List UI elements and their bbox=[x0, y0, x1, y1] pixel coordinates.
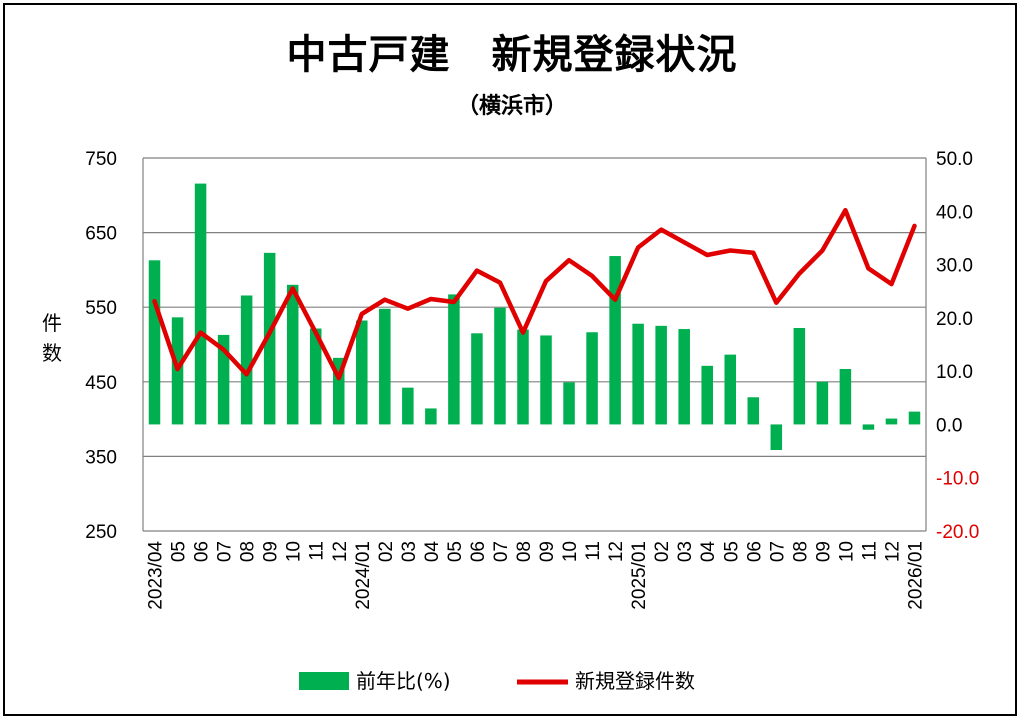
right-tick-label: 0.0 bbox=[936, 415, 962, 436]
x-tick-label: 09 bbox=[537, 541, 558, 562]
x-axis-ticks: 2023/04 05 06 07 08 09 10 11 12 2024/01 02 03 04 05 06… bbox=[146, 541, 927, 610]
x-tick-label: 05 bbox=[169, 541, 190, 562]
x-tick-label: 03 bbox=[399, 541, 420, 562]
x-tick-label: 06 bbox=[744, 541, 765, 562]
bar bbox=[194, 183, 207, 425]
bar bbox=[148, 260, 161, 425]
bar bbox=[747, 397, 760, 425]
right-tick-label: 20.0 bbox=[936, 309, 973, 330]
x-tick-label: 11 bbox=[859, 541, 880, 561]
bar bbox=[816, 381, 829, 425]
left-tick-label: 250 bbox=[85, 522, 117, 543]
bar bbox=[332, 357, 345, 425]
right-tick-label: 30.0 bbox=[936, 256, 973, 277]
x-tick-label: 08 bbox=[790, 541, 811, 562]
bar bbox=[286, 284, 299, 425]
x-tick-label: 10 bbox=[284, 541, 305, 562]
bar bbox=[309, 328, 322, 425]
bar bbox=[793, 327, 806, 425]
x-tick-label: 09 bbox=[813, 541, 834, 562]
x-tick-label: 12 bbox=[606, 541, 627, 562]
bar bbox=[609, 256, 621, 425]
x-tick-label: 06 bbox=[468, 541, 489, 562]
chart-title: 中古戸建 新規登録状況 bbox=[286, 32, 738, 78]
right-tick-label: 10.0 bbox=[936, 362, 973, 383]
bar bbox=[379, 308, 391, 425]
x-tick-label: 11 bbox=[583, 541, 604, 561]
left-tick-label: 450 bbox=[85, 373, 117, 394]
x-tick-label: 12 bbox=[330, 541, 351, 562]
left-axis-ticks: 750 650 550 450 350 250 bbox=[85, 149, 117, 543]
x-tick-label: 2025/01 bbox=[629, 541, 650, 610]
right-axis-ticks: 50.0 40.0 30.0 20.0 10.0 0.0 -10.0 -20.0 bbox=[936, 149, 979, 543]
x-tick-label: 07 bbox=[767, 541, 788, 562]
bar bbox=[217, 334, 230, 425]
x-tick-label: 02 bbox=[652, 541, 673, 562]
bar bbox=[402, 387, 414, 425]
bar bbox=[839, 369, 852, 425]
x-tick-label: 03 bbox=[675, 541, 696, 562]
x-tick-label: 2026/01 bbox=[906, 541, 927, 610]
y-axis-label-1: 件 bbox=[42, 311, 62, 335]
right-tick-label: 50.0 bbox=[936, 149, 973, 170]
bar bbox=[770, 424, 783, 451]
bar bbox=[263, 252, 276, 425]
bar bbox=[655, 325, 667, 425]
x-tick-label: 06 bbox=[192, 541, 213, 562]
x-tick-label: 11 bbox=[307, 541, 328, 561]
legend-line-label: 新規登録件数 bbox=[575, 669, 695, 693]
bar bbox=[586, 332, 598, 425]
legend: 前年比(%) 新規登録件数 bbox=[299, 669, 695, 693]
left-tick-label: 650 bbox=[85, 224, 117, 245]
bar bbox=[240, 295, 253, 425]
x-tick-label: 02 bbox=[376, 541, 397, 562]
x-tick-label: 08 bbox=[238, 541, 259, 562]
bar bbox=[885, 418, 898, 425]
bar bbox=[494, 307, 506, 425]
x-tick-label: 05 bbox=[721, 541, 742, 562]
x-tick-label: 12 bbox=[883, 541, 904, 562]
x-tick-label: 04 bbox=[698, 541, 719, 563]
bar-series bbox=[148, 183, 921, 451]
bar bbox=[448, 294, 460, 425]
bar bbox=[724, 354, 737, 425]
grid-lines bbox=[143, 157, 926, 532]
line-series bbox=[152, 207, 917, 381]
legend-bar-label: 前年比(%) bbox=[356, 669, 451, 693]
bar bbox=[540, 335, 552, 425]
y-axis-label-2: 数 bbox=[42, 341, 62, 365]
chart-subtitle: （横浜市） bbox=[456, 94, 567, 119]
x-tick-label: 07 bbox=[215, 541, 236, 562]
bar bbox=[632, 323, 644, 425]
x-tick-label: 08 bbox=[514, 541, 535, 562]
x-tick-label: 07 bbox=[491, 541, 512, 562]
bar bbox=[862, 424, 875, 430]
x-tick-label: 10 bbox=[836, 541, 857, 562]
x-tick-label: 05 bbox=[445, 541, 466, 562]
bar bbox=[425, 408, 437, 425]
x-tick-label: 09 bbox=[261, 541, 282, 562]
legend-bar-swatch bbox=[299, 672, 349, 690]
axes bbox=[142, 158, 927, 531]
bar bbox=[563, 382, 575, 425]
bar bbox=[356, 320, 368, 425]
bar bbox=[678, 329, 690, 425]
right-tick-label: -20.0 bbox=[936, 522, 979, 543]
x-tick-label: 04 bbox=[422, 541, 443, 563]
bar bbox=[517, 329, 529, 425]
x-tick-label: 2024/01 bbox=[353, 541, 374, 610]
x-tick-label: 10 bbox=[560, 541, 581, 562]
left-tick-label: 750 bbox=[85, 149, 117, 170]
bar bbox=[471, 333, 483, 425]
bar bbox=[908, 411, 921, 425]
line-series-path bbox=[152, 207, 917, 381]
x-tick-label: 2023/04 bbox=[146, 541, 167, 610]
right-tick-label: 40.0 bbox=[936, 202, 973, 223]
bar bbox=[701, 365, 713, 425]
left-tick-label: 350 bbox=[85, 447, 117, 468]
left-tick-label: 550 bbox=[85, 298, 117, 319]
right-tick-label: -10.0 bbox=[936, 469, 979, 490]
